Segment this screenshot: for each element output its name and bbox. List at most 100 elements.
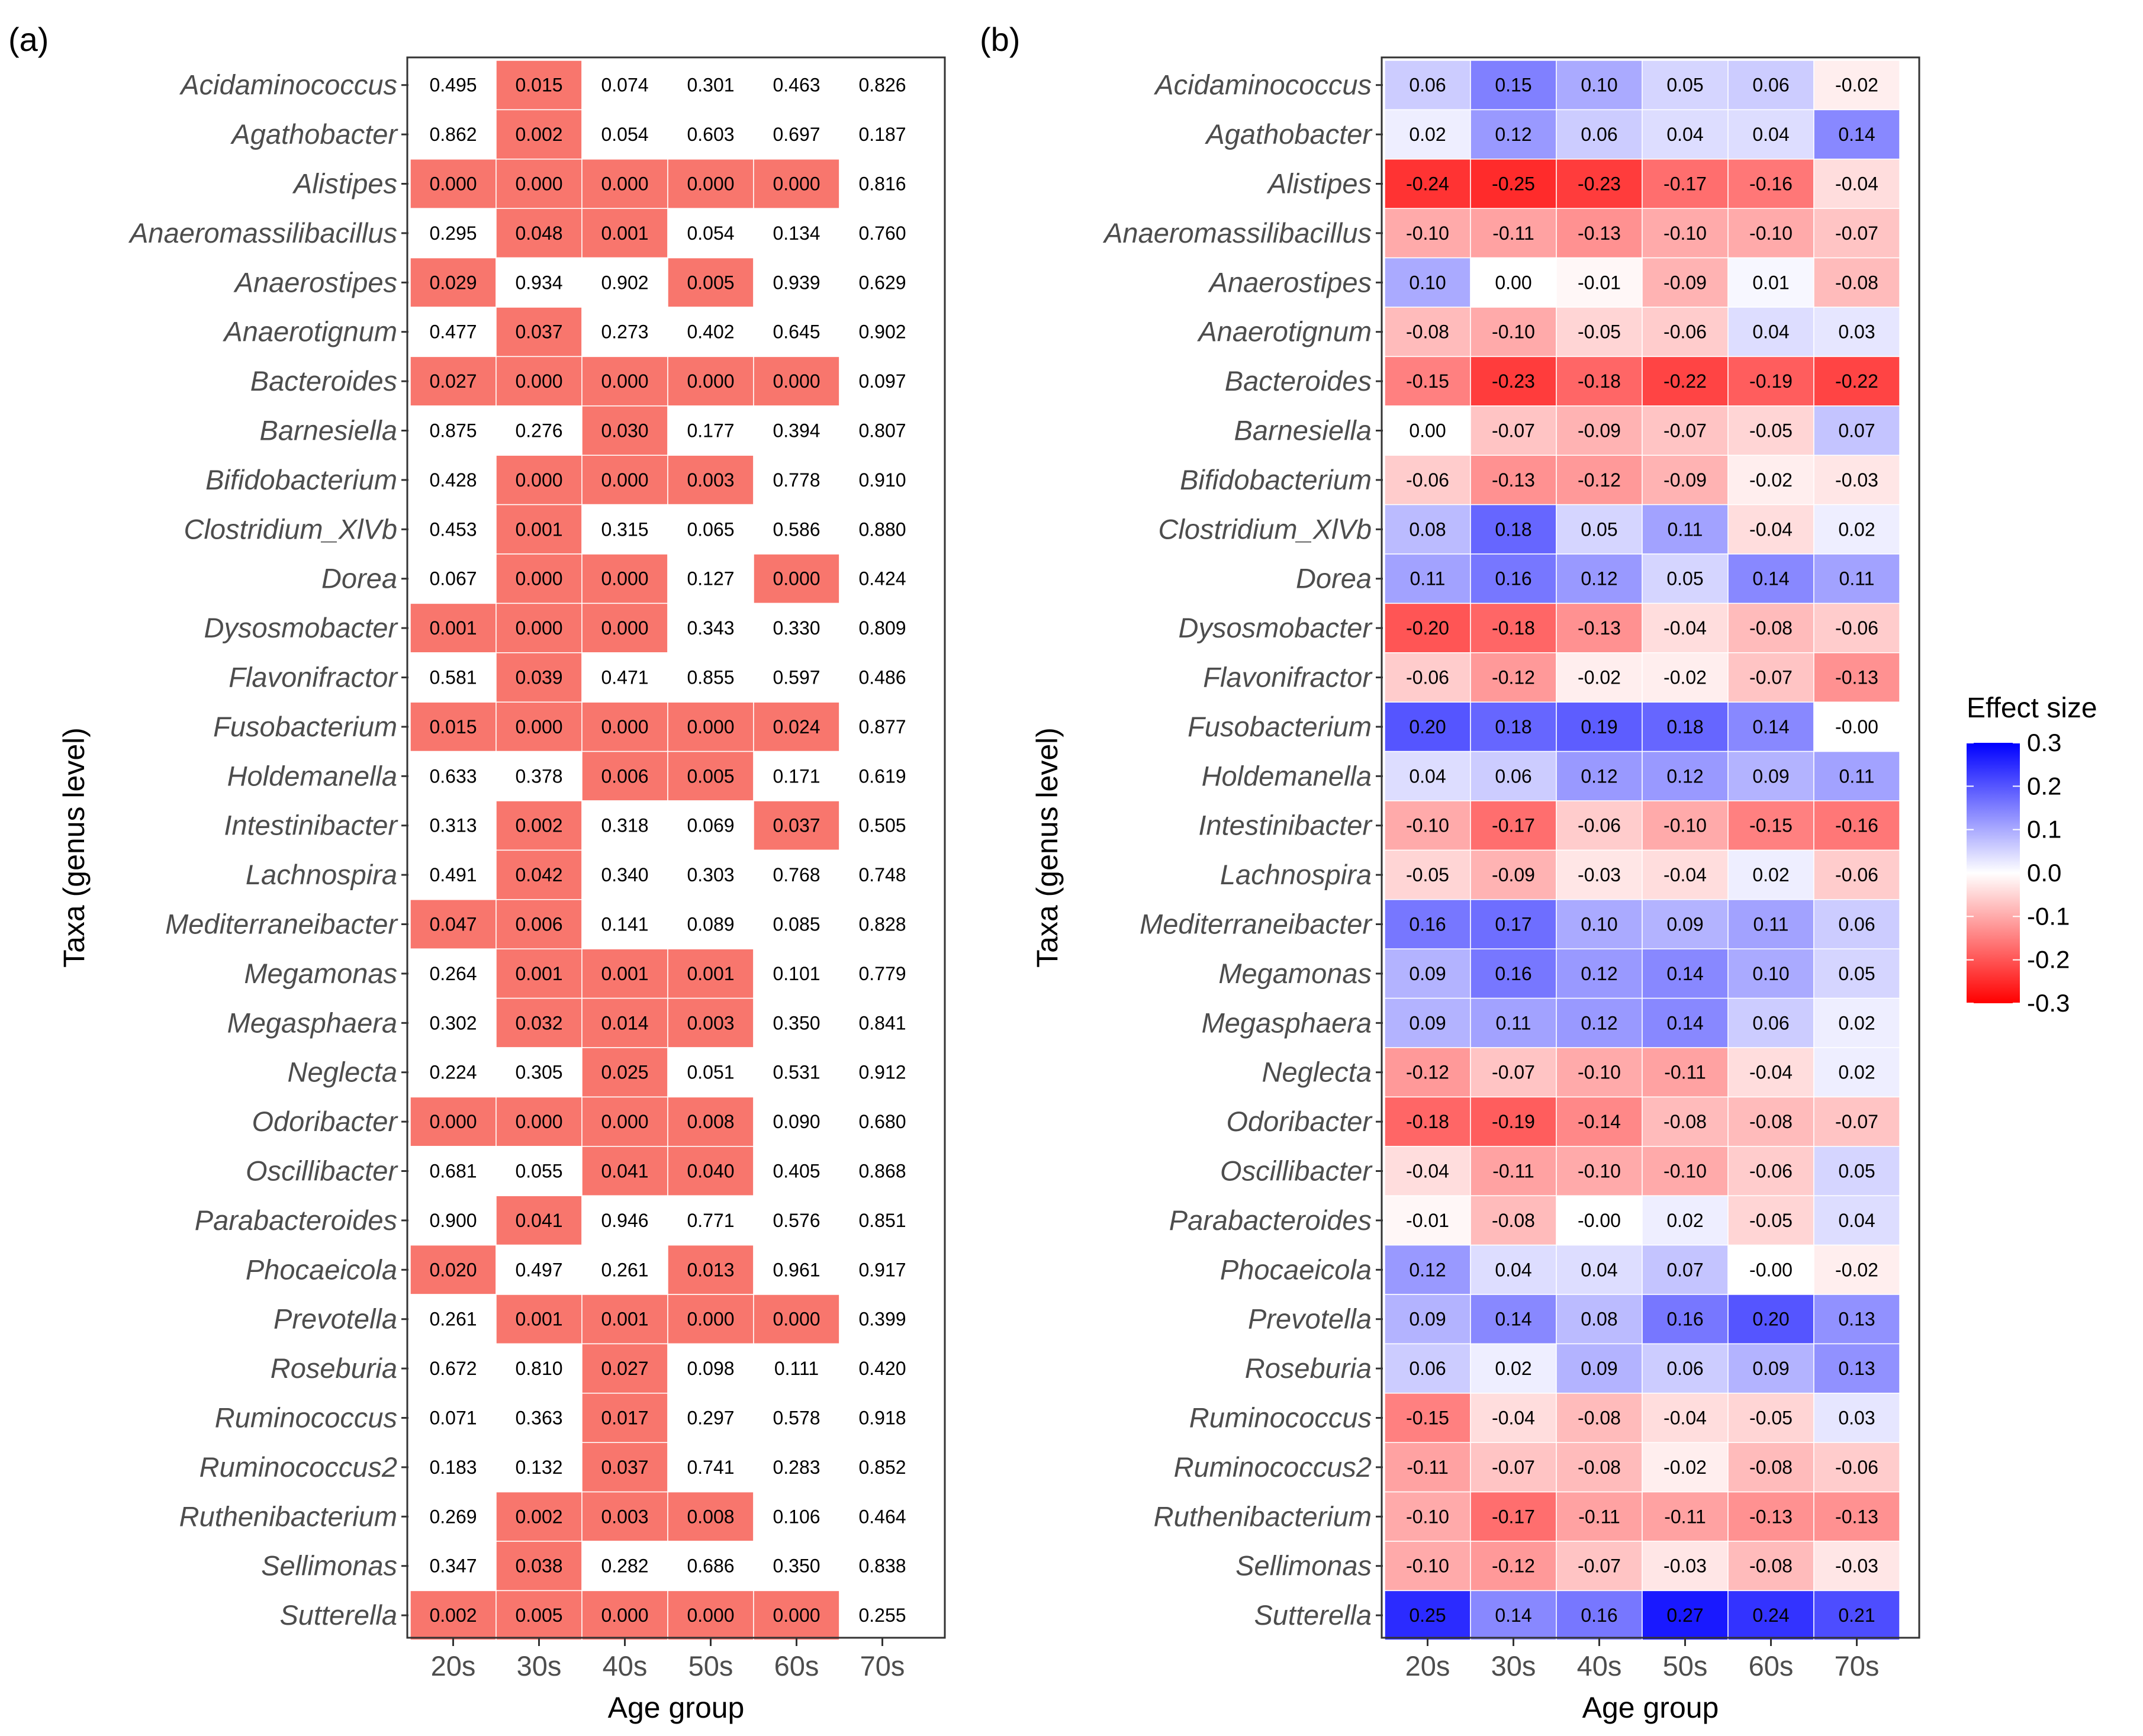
- taxa-label: Holdemanella: [227, 760, 397, 791]
- heatmap-cell: [753, 1590, 840, 1641]
- taxa-label: Bifidobacterium: [1180, 464, 1372, 495]
- cell-value-label: 0.05: [1838, 1161, 1875, 1182]
- cell-value-label: -0.06: [1663, 321, 1707, 343]
- heatmap-cell: [1813, 208, 1900, 259]
- cell-value-label: -0.11: [1492, 1161, 1534, 1182]
- heatmap-cell: [667, 948, 754, 999]
- cell-value-label: 0.000: [515, 617, 562, 639]
- heatmap-cell: [839, 849, 926, 900]
- cell-value-label: -0.20: [1406, 617, 1449, 639]
- cell-value-label: 0.16: [1409, 914, 1446, 935]
- heatmap-cell: [839, 1343, 926, 1394]
- heatmap-cell: [495, 159, 583, 209]
- cell-value-label: 0.748: [858, 864, 906, 885]
- cell-value-label: 0.855: [687, 667, 734, 688]
- heatmap-cell: [667, 1343, 754, 1394]
- cell-value-label: 0.402: [687, 321, 734, 343]
- cell-value-label: -0.19: [1492, 1111, 1535, 1132]
- heatmap-cell: [839, 159, 926, 209]
- cell-value-label: 0.810: [515, 1358, 562, 1379]
- cell-value-label: 0.000: [601, 1111, 648, 1132]
- heatmap-cell: [839, 1590, 926, 1641]
- heatmap-cell: [753, 1146, 840, 1196]
- cell-value-label: 0.20: [1752, 1309, 1789, 1330]
- cell-value-label: 0.629: [858, 272, 906, 293]
- heatmap-cell: [667, 1096, 754, 1147]
- cell-value-label: 0.000: [773, 1309, 820, 1330]
- heatmap-cell: [753, 405, 840, 456]
- cell-value-label: 0.017: [601, 1408, 648, 1429]
- cell-value-label: 0.054: [601, 124, 648, 145]
- cell-value-label: 0.000: [601, 1605, 648, 1626]
- cell-value-label: -0.04: [1663, 1408, 1707, 1429]
- heatmap-cell: [839, 356, 926, 407]
- cell-value-label: 0.000: [687, 173, 734, 195]
- heatmap-cell: [495, 1491, 583, 1542]
- cell-value-label: -0.07: [1492, 1062, 1535, 1083]
- cell-value-label: 0.13: [1838, 1309, 1875, 1330]
- cell-value-label: 0.000: [601, 371, 648, 392]
- cell-value-label: 0.001: [601, 223, 648, 244]
- cell-value-label: 0.255: [858, 1605, 906, 1626]
- taxa-label: Ruminococcus: [1189, 1402, 1372, 1434]
- cell-value-label: 0.134: [773, 223, 820, 244]
- cell-value-label: 0.000: [601, 568, 648, 590]
- cell-value-label: -0.10: [1663, 815, 1707, 836]
- heatmap-cell: [1813, 504, 1900, 555]
- heatmap-cell: [667, 307, 754, 357]
- cell-value-label: 0.261: [601, 1259, 648, 1280]
- heatmap-cell: [1556, 849, 1643, 900]
- heatmap-cell: [1470, 257, 1557, 308]
- panel-b-cells: 0.06 0.15 0.10 0.05 0.06 -0.02 0.02 0.12 0.06 0.0…: [1384, 60, 1900, 1641]
- cell-value-label: 0.497: [515, 1259, 562, 1280]
- cell-value-label: 0.633: [429, 765, 477, 787]
- cell-value-label: 0.029: [429, 272, 477, 293]
- cell-value-label: 0.17: [1495, 914, 1531, 935]
- taxa-label: Megasphaera: [227, 1007, 397, 1038]
- taxa-label: Alistipes: [292, 168, 397, 199]
- heatmap-cell: [410, 1393, 497, 1443]
- heatmap-cell: [1470, 751, 1557, 801]
- heatmap-cell: [1556, 504, 1643, 555]
- cell-value-label: -0.09: [1663, 469, 1707, 491]
- cell-value-label: -0.17: [1492, 815, 1535, 836]
- taxa-label: Anaerotignum: [222, 316, 397, 347]
- cell-value-label: -0.08: [1749, 1555, 1793, 1577]
- cell-value-label: 0.14: [1838, 124, 1875, 145]
- cell-value-label: -0.12: [1406, 1062, 1449, 1083]
- age-group-label: 40s: [1577, 1650, 1622, 1682]
- heatmap-cell: [1470, 553, 1557, 604]
- cell-value-label: 0.350: [773, 1555, 820, 1577]
- cell-value-label: 0.07: [1666, 1259, 1703, 1280]
- cell-value-label: 0.464: [858, 1506, 906, 1527]
- cell-value-label: 0.000: [515, 568, 562, 590]
- heatmap-cell: [495, 751, 583, 801]
- age-group-label: 70s: [860, 1650, 905, 1682]
- cell-value-label: 0.15: [1495, 75, 1531, 96]
- panel-b-label: (b): [980, 21, 1020, 58]
- heatmap-cell: [1470, 1047, 1557, 1098]
- heatmap-cell: [1384, 60, 1471, 111]
- heatmap-cell: [667, 208, 754, 259]
- cell-value-label: 0.098: [687, 1358, 734, 1379]
- cell-value-label: 0.939: [773, 272, 820, 293]
- cell-value-label: 0.330: [773, 617, 820, 639]
- cell-value-label: 0.041: [515, 1210, 562, 1231]
- cell-value-label: 0.002: [515, 124, 562, 145]
- taxa-label: Lachnospira: [1220, 859, 1372, 890]
- heatmap-cell: [495, 257, 583, 308]
- cell-value-label: -0.07: [1835, 1111, 1878, 1132]
- cell-value-label: -0.01: [1406, 1210, 1449, 1231]
- cell-value-label: -0.08: [1578, 1408, 1621, 1429]
- cell-value-label: -0.06: [1835, 864, 1878, 885]
- heatmap-cell: [410, 504, 497, 555]
- heatmap-cell: [410, 1343, 497, 1394]
- taxa-label: Barnesiella: [259, 415, 397, 446]
- heatmap-cell: [495, 504, 583, 555]
- heatmap-cell: [1727, 899, 1814, 949]
- cell-value-label: 0.350: [773, 1012, 820, 1033]
- heatmap-cell: [1642, 405, 1729, 456]
- cell-value-label: 0.090: [773, 1111, 820, 1132]
- cell-value-label: 0.672: [429, 1358, 477, 1379]
